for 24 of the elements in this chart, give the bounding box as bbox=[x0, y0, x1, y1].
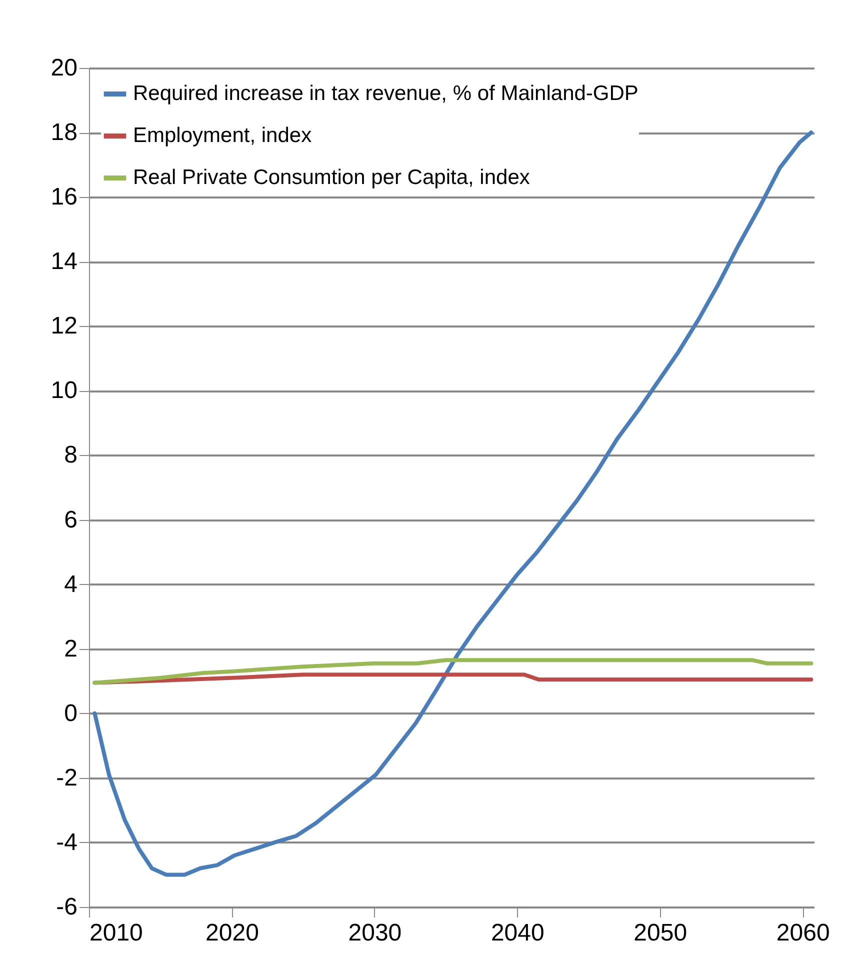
legend-label: Real Private Consumtion per Capita, index bbox=[133, 166, 530, 189]
x-tick-label: 2060 bbox=[776, 920, 830, 946]
x-tick-label: 2020 bbox=[206, 920, 259, 946]
y-tick-label: 4 bbox=[64, 570, 78, 598]
y-tick-label: -4 bbox=[56, 828, 78, 856]
y-tick-label: 18 bbox=[50, 119, 78, 146]
y-tick-label: 16 bbox=[50, 184, 78, 211]
y-tick-label: 10 bbox=[50, 377, 78, 404]
x-tick-label: 2050 bbox=[634, 920, 688, 946]
legend-label: Required increase in tax revenue, % of Mainland-GDP bbox=[133, 82, 638, 105]
y-tick-label: 12 bbox=[50, 312, 78, 340]
line-series bbox=[92, 658, 814, 685]
legend-label: Employment, index bbox=[133, 124, 312, 147]
y-tick-label: -6 bbox=[56, 894, 78, 920]
x-tick-label: 2030 bbox=[348, 920, 402, 946]
y-tick-label: -2 bbox=[56, 764, 78, 792]
x-tick-label: 2040 bbox=[490, 920, 544, 946]
x-tick-label: 2010 bbox=[90, 920, 143, 946]
y-tick-label: 14 bbox=[50, 248, 78, 276]
y-tick-label: 0 bbox=[64, 700, 78, 727]
y-tick-label: 8 bbox=[64, 442, 78, 469]
y-tick-label: 2 bbox=[64, 635, 78, 662]
y-tick-label: 6 bbox=[64, 506, 78, 534]
y-tick-label: 20 bbox=[50, 54, 78, 82]
